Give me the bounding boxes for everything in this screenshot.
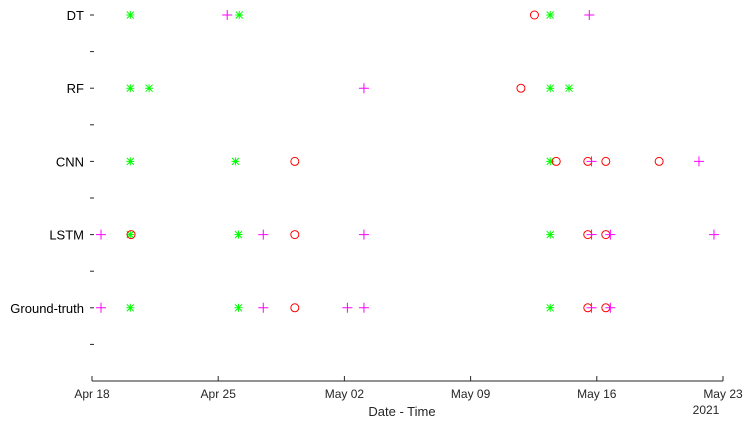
plus-marker	[96, 229, 107, 240]
star-marker	[546, 303, 555, 312]
circle-marker	[529, 10, 539, 20]
x-tick-label: May 23	[703, 387, 743, 401]
circle-marker	[126, 230, 136, 240]
y-tick-label: RF	[67, 81, 84, 96]
y-tick-labels: DT RF CNN LSTM Ground-truth	[10, 8, 84, 316]
plus-marker	[586, 302, 597, 313]
circle-marker	[290, 303, 300, 313]
star-marker	[231, 157, 240, 166]
plus-marker	[96, 302, 107, 313]
y-tick-label: LSTM	[49, 228, 84, 243]
plus-marker	[586, 229, 597, 240]
x-tick-label: May 16	[577, 387, 617, 401]
plus-marker	[605, 229, 616, 240]
plus-marker	[584, 10, 595, 20]
star-marker	[234, 230, 243, 239]
x-tick-label: Apr 25	[201, 387, 237, 401]
star-marker	[126, 303, 135, 312]
star-marker	[126, 84, 135, 93]
circle-marker	[551, 156, 561, 166]
circle-marker	[601, 156, 611, 166]
x-tick-label: May 02	[325, 387, 365, 401]
star-marker	[546, 84, 555, 93]
y-tick-label: Ground-truth	[10, 301, 84, 316]
y-tick-label: DT	[67, 8, 84, 23]
x-tick-labels: Apr 18 Apr 25 May 02 May 09 May 16 May 23	[74, 387, 743, 401]
y-ticks	[90, 14, 94, 345]
plus-marker	[358, 83, 369, 94]
plus-marker	[586, 156, 597, 167]
data-markers	[96, 10, 719, 313]
star-marker	[565, 84, 574, 93]
star-marker	[546, 230, 555, 239]
plus-marker	[222, 10, 233, 20]
year-label: 2021	[693, 403, 720, 417]
circle-marker	[654, 156, 664, 166]
plus-marker	[258, 302, 269, 313]
y-tick-label: CNN	[56, 154, 84, 169]
star-marker	[235, 11, 244, 19]
plus-marker	[358, 302, 369, 313]
circle-marker	[290, 230, 300, 240]
x-axis-label: Date - Time	[368, 404, 435, 419]
circle-marker	[516, 83, 526, 93]
star-marker	[234, 303, 243, 312]
plus-marker	[358, 229, 369, 240]
x-ticks	[91, 376, 724, 381]
plus-marker	[708, 229, 719, 240]
plus-marker	[258, 229, 269, 240]
plus-marker	[342, 302, 353, 313]
star-marker	[145, 84, 154, 93]
star-marker	[126, 157, 135, 166]
circle-marker	[290, 156, 300, 166]
x-tick-label: May 09	[451, 387, 491, 401]
star-marker	[126, 230, 135, 239]
star-marker	[546, 157, 555, 166]
plus-marker	[693, 156, 704, 167]
plus-marker	[605, 302, 616, 313]
star-marker	[546, 11, 555, 19]
star-marker	[126, 11, 135, 19]
x-tick-label: Apr 18	[74, 387, 110, 401]
